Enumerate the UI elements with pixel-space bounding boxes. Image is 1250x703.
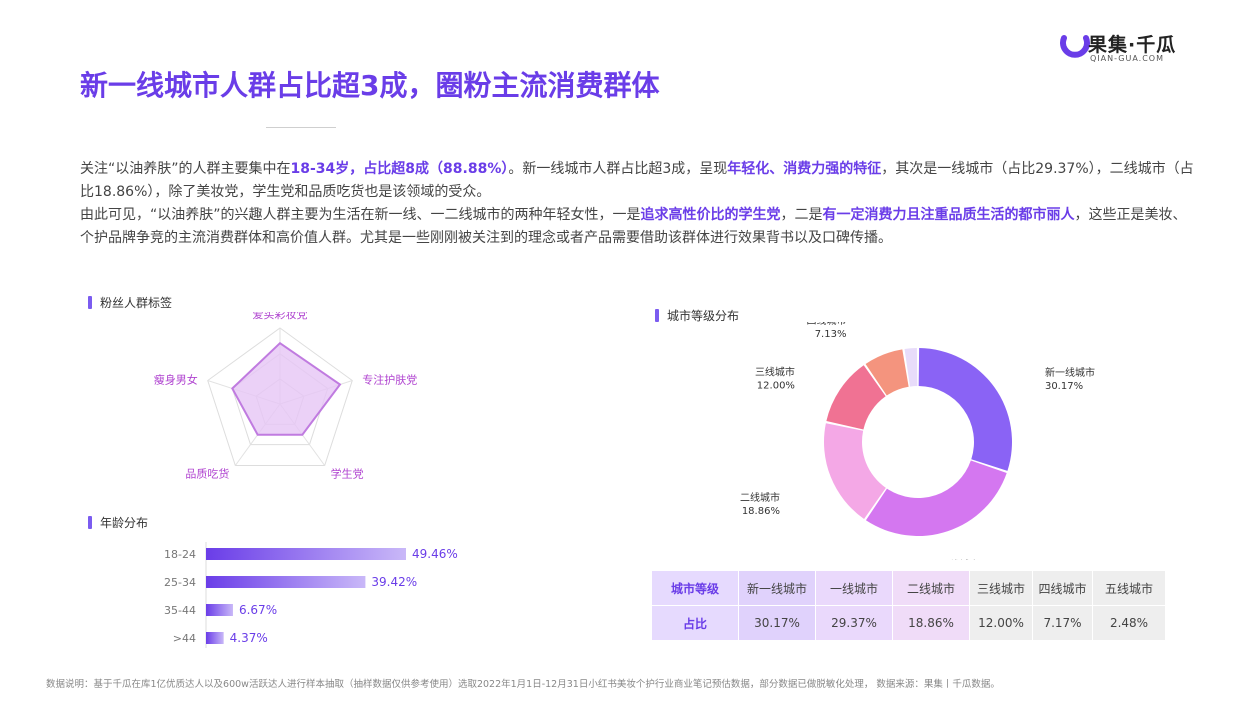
donut-value-label: 2.48%	[893, 322, 925, 324]
section-heading-city: 城市等级分布	[655, 307, 739, 324]
section-heading-label: 年龄分布	[100, 516, 149, 530]
intro-text-segment: ，其次是一线城市（占比29.37%），二线城市（占比18.86%），除了美妆党，…	[80, 161, 1194, 200]
age-tick-label: >44	[173, 632, 196, 645]
donut-category-label: 三线城市	[755, 365, 795, 378]
table-col-header: 五线城市	[1092, 570, 1166, 606]
table-row: 占比 30.17% 29.37% 18.86% 12.00% 7.17% 2.4…	[651, 605, 1166, 641]
section-heading-label: 粉丝人群标签	[100, 296, 173, 310]
age-tick-label: 35-44	[164, 604, 196, 617]
donut-slice	[865, 460, 1007, 536]
age-bar	[206, 576, 366, 588]
age-bar-chart: 18-24 49.46% 25-34 39.42% 35-44 6.67% >44 4.37%	[164, 542, 458, 648]
table-col-header: 新一线城市	[738, 570, 816, 606]
radar-axis-label: 爱买彩妆党	[253, 312, 308, 321]
intro-text-segment: ，这些正是美妆、个护品牌争竞的主流消费群体和高价值人群。尤其是一些刚刚被关注到的…	[80, 207, 1187, 246]
age-data-label: 6.67%	[239, 603, 277, 617]
table-col-header: 四线城市	[1032, 570, 1093, 606]
heading-marker	[88, 296, 92, 309]
title-divider	[266, 127, 336, 128]
table-cell: 12.00%	[969, 605, 1033, 641]
brand-name: 果集·千瓜	[1088, 34, 1177, 56]
donut-value-label: 7.13%	[815, 329, 847, 340]
radar-grid-ring	[207, 327, 353, 466]
age-bar	[206, 632, 224, 644]
donut-slice	[824, 423, 886, 519]
donut-slice	[904, 348, 918, 387]
radar-axis-label: 专注护肤党	[362, 373, 417, 387]
radar-axis-label: 瘦身男女	[154, 373, 198, 387]
brand-logo-icon	[1060, 35, 1090, 58]
donut-category-label: 新一线城市	[1045, 366, 1095, 379]
age-data-label: 39.42%	[371, 575, 417, 589]
section-heading-age: 年龄分布	[88, 514, 148, 531]
age-tick-label: 25-34	[164, 576, 196, 589]
donut-slice	[918, 348, 1012, 471]
intro-highlight: 有一定消费力且注重品质生活的都市丽人	[822, 207, 1075, 223]
intro-text: 关注“以油养肤”的人群主要集中在18-34岁，占比超8成（88.88%）。新一线…	[80, 158, 1200, 250]
intro-paragraph-1: 关注“以油养肤”的人群主要集中在18-34岁，占比超8成（88.88%）。新一线…	[80, 158, 1200, 204]
table-cell: 29.37%	[815, 605, 893, 641]
age-bar	[206, 604, 233, 616]
table-cell: 7.17%	[1032, 605, 1093, 641]
heading-marker	[655, 309, 659, 322]
table-cell: 18.86%	[892, 605, 970, 641]
intro-text-segment: 。新一线城市人群占比超3成，呈现	[508, 161, 728, 177]
radar-axis-label: 学生党	[331, 466, 364, 480]
age-data-label: 4.37%	[230, 631, 268, 645]
donut-value-label: 12.00%	[757, 380, 795, 391]
age-data-label: 49.46%	[412, 547, 458, 561]
table-row: 城市等级 新一线城市 一线城市 二线城市 三线城市 四线城市 五线城市	[651, 570, 1166, 606]
data-source-note: 数据说明：基于千瓜在库1亿优质达人以及600w活跃达人进行样本抽取（抽样数据仅供…	[46, 679, 1000, 690]
table-cell: 30.17%	[738, 605, 816, 641]
table-col-header: 一线城市	[815, 570, 893, 606]
city-level-table: 城市等级 新一线城市 一线城市 二线城市 三线城市 四线城市 五线城市 占比 3…	[651, 570, 1166, 641]
donut-value-label: 30.17%	[1045, 381, 1083, 392]
table-cell: 2.48%	[1092, 605, 1166, 641]
intro-highlight: 年轻化、消费力强的特征	[727, 161, 882, 177]
intro-text-segment: 关注“以油养肤”的人群主要集中在	[80, 161, 291, 177]
age-bar	[206, 548, 406, 560]
intro-text-segment: ，二是	[780, 207, 823, 223]
donut-slice	[865, 349, 909, 396]
section-heading-label: 城市等级分布	[667, 309, 740, 323]
donut-category-label: 一线城市	[940, 558, 980, 560]
intro-text-segment: 由此可见，“以油养肤”的兴趣人群主要为生活在新一线、一二线城市的两种年轻女性，一…	[80, 207, 641, 223]
heading-marker	[88, 516, 92, 529]
table-col-header: 三线城市	[969, 570, 1033, 606]
age-tick-label: 18-24	[164, 548, 196, 561]
intro-highlight: 18-34岁，占比超8成（88.88%）	[290, 161, 509, 177]
page-title: 新一线城市人群占比超3成，圈粉主流消费群体	[80, 69, 660, 102]
section-heading-tags: 粉丝人群标签	[88, 294, 172, 311]
radar-series-area	[231, 341, 342, 436]
intro-paragraph-2: 由此可见，“以油养肤”的兴趣人群主要为生活在新一线、一二线城市的两种年轻女性，一…	[80, 204, 1200, 250]
intro-highlight: 追求高性价比的学生党	[640, 207, 781, 223]
table-header-cell: 城市等级	[651, 570, 739, 606]
donut-category-label: 二线城市	[740, 491, 780, 504]
brand-domain: QIAN-GUA.COM	[1090, 54, 1165, 63]
table-header-cell: 占比	[651, 605, 739, 641]
donut-category-label: 四线城市	[806, 322, 846, 327]
city-donut-chart: 新一线城市30.17%一线城市29.37%二线城市18.86%三线城市12.00…	[740, 322, 1095, 560]
table-col-header: 二线城市	[892, 570, 970, 606]
radar-axis-label: 品质吃货	[185, 466, 229, 480]
donut-slice	[826, 365, 886, 430]
donut-value-label: 18.86%	[742, 506, 780, 517]
